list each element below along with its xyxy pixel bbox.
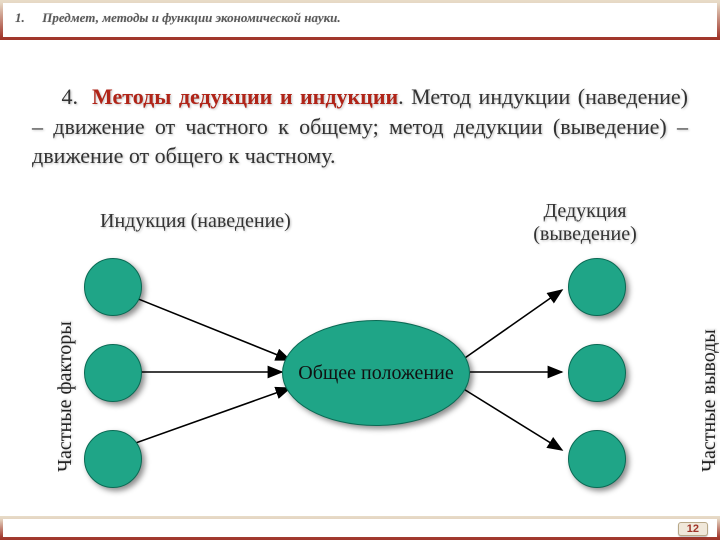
arrow xyxy=(462,290,562,360)
paragraph: 4.Методы дедукции и индукции. Метод инду… xyxy=(32,82,688,171)
item-number: 4. xyxy=(32,82,92,112)
slide-root: 1. Предмет, методы и функции экономическ… xyxy=(0,0,720,540)
right-node-2 xyxy=(568,430,626,488)
arrow xyxy=(462,388,562,450)
section-title: Предмет, методы и функции экономической … xyxy=(42,10,340,25)
left-node-0 xyxy=(84,258,142,316)
header-bar: 1. Предмет, методы и функции экономическ… xyxy=(0,0,720,40)
center-label: Общее положение xyxy=(298,362,453,385)
body-text: 4.Методы дедукции и индукции. Метод инду… xyxy=(32,60,688,193)
term-highlight: Методы дедукции и индукции xyxy=(92,84,398,109)
page-number: 12 xyxy=(678,522,708,536)
left-node-2 xyxy=(84,430,142,488)
center-ellipse: Общее положение xyxy=(282,320,470,426)
arrow xyxy=(116,388,290,450)
arrow xyxy=(116,290,290,360)
left-node-1 xyxy=(84,344,142,402)
footer-bar xyxy=(0,516,720,540)
right-node-0 xyxy=(568,258,626,316)
breadcrumb: 1. Предмет, методы и функции экономическ… xyxy=(15,10,341,26)
diagram: Индукция (наведение) Дедукция (выведение… xyxy=(0,210,720,510)
section-number: 1. xyxy=(15,10,39,26)
right-node-1 xyxy=(568,344,626,402)
